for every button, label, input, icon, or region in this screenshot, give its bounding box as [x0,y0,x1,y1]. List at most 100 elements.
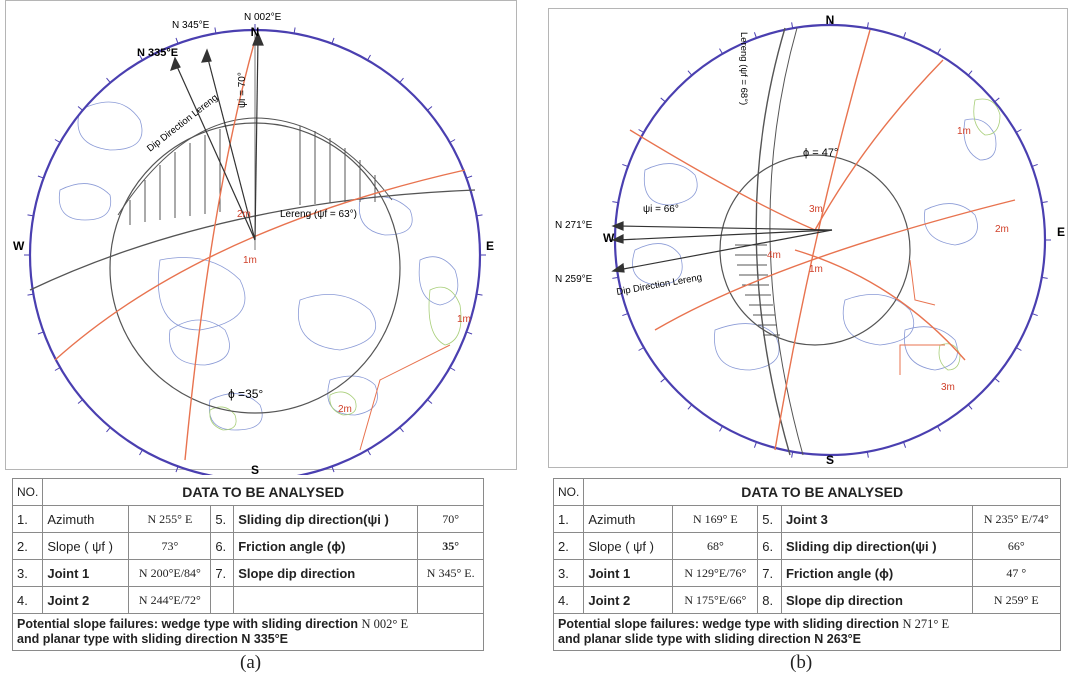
east-label-a: E [486,239,494,253]
svg-text:2m: 2m [338,404,352,415]
compass-tick [1032,314,1038,316]
compass-tick [754,442,756,448]
compass-tick [622,164,628,166]
label-n002-a: N 002°E [244,12,282,23]
caption-b: (b) [790,652,812,674]
label-psi-i-b: ψi = 66° [643,204,679,215]
compass-tick [938,49,941,54]
table-footer-b: Potential slope failures: wedge type wit… [554,614,1061,651]
compass-tick [661,98,666,102]
compass-tick [38,176,44,178]
compass-tick [107,427,111,432]
svg-text:1m: 1m [957,126,971,137]
table-footer-a: Potential slope failures: wedge type wit… [13,614,484,651]
compass-tick [622,314,628,316]
friction-circle-b [720,155,910,345]
joint-planes-b [630,30,1015,450]
compass-tick [688,71,692,76]
svg-text:1m: 1m [243,255,257,266]
table-title: DATA TO BE ANALYSED [584,479,1061,506]
svg-text:1m: 1m [809,264,823,275]
compass-tick [176,466,178,472]
west-label-b: W [603,231,615,245]
label-n335-a: N 335°E [137,47,178,59]
caption-a: (a) [240,652,261,674]
label-n271-b: N 271°E [555,220,593,231]
compass-tick [427,107,432,111]
compass-tick [904,442,906,448]
great-circles-a [30,30,475,290]
south-label-b: S [826,453,834,467]
compass-tick [332,466,334,472]
compass-tick [1032,164,1038,166]
compass-tick [78,400,83,404]
data-table-b: NO. DATA TO BE ANALYSED 1. Azimuth N 169° … [553,478,1061,651]
contours-green-b [939,99,1000,370]
compass-tick [466,332,472,334]
table-title: DATA TO BE ANALYSED [43,479,484,506]
svg-text:3m: 3m [941,382,955,393]
svg-text:4m: 4m [767,250,781,261]
compass-tick [55,140,60,143]
primitive-circle-b [615,25,1045,455]
compass-tick [400,427,404,432]
label-n259-b: N 259°E [555,274,593,285]
svg-text:3m: 3m [809,204,823,215]
label-n345-a: N 345°E [172,20,210,31]
compass-tick [38,332,44,334]
compass-tick [78,107,83,111]
table-row: 1. Azimuth N 255° E 5. Sliding dip directio… [13,506,484,533]
compass-tick [995,378,1000,382]
compass-tick [400,78,404,83]
label-dip-dir-b: Dip Direction Lereng [616,272,703,298]
table-row: 2. Slope ( ψf ) 68° 6. Sliding dip directio… [554,533,1061,560]
north-label-b: N [826,13,835,27]
compass-tick [968,71,972,76]
pole-labels-a: 2m 1m 1m 2m [237,209,471,415]
table-row: 3. Joint 1N 200°E/84° 7. Slope dip directi… [13,560,484,587]
compass-tick [720,49,723,54]
slope-great-circle-b2 [770,28,803,455]
compass-tick [368,55,371,60]
label-phi-a: ϕ =35° [228,387,263,401]
compass-tick [140,450,143,455]
label-phi-b: ϕ = 47° [803,147,838,159]
compass-tick [995,98,1000,102]
contours-a [59,102,458,430]
stereonet-a: N S E W N 345°E N 002°E N 335°E ψi = 70°… [0,0,520,475]
compass-tick [720,426,723,431]
pole-labels-b: 1m 3m 2m 4m 1m 3m [767,126,1009,393]
table-no-header: NO. [13,479,43,506]
label-lereng-a: Lereng (ψf = 63°) [280,209,357,220]
compass-tick [639,130,644,133]
svg-text:2m: 2m [995,224,1009,235]
compass-tick [368,450,371,455]
table-row: 2. Slope ( ψf ) 73° 6. Friction angle (ϕ) 35… [13,533,484,560]
compass-tick [466,176,472,178]
north-label-a: N [251,25,260,39]
compass-tick [968,405,972,410]
south-label-a: S [251,463,259,475]
compass-tick [661,378,666,382]
compass-tick [450,368,455,371]
compass-ticks-b [609,19,1051,461]
east-label-b: E [1057,225,1065,239]
compass-tick [754,32,756,38]
stereonet-b: N S E W N 271°E N 259°E ψi = 66° Dip Dir… [545,0,1070,470]
svg-text:1m: 1m [457,314,471,325]
compass-tick [55,368,60,371]
label-dip-dir-a: Dip Direction Lereng [145,92,220,154]
compass-tick [904,32,906,38]
table-no-header: NO. [554,479,584,506]
compass-tick [332,38,334,44]
label-psi-i-a: ψi = 70° [237,72,248,108]
compass-tick [1016,348,1021,351]
compass-tick [938,426,941,431]
west-label-a: W [13,239,25,253]
label-lereng-b: Lereng (ψf = 68°) [738,32,749,105]
compass-tick [639,348,644,351]
